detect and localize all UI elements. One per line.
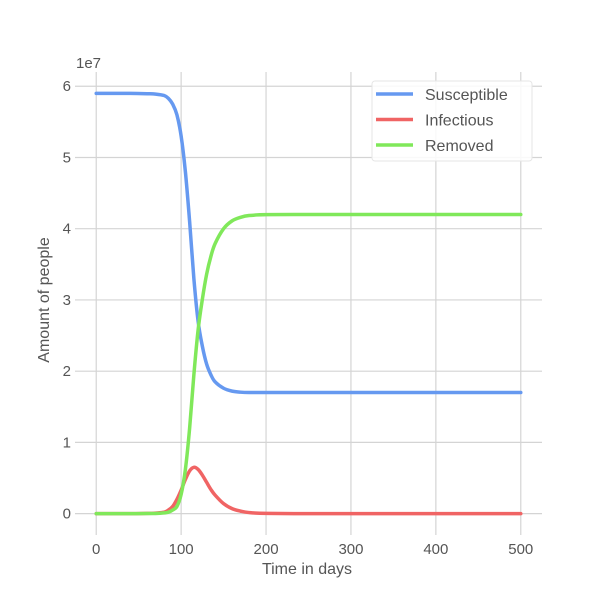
series-line-infectious — [94, 465, 523, 516]
x-tick-label: 400 — [423, 541, 448, 558]
y-tick-label: 1 — [63, 434, 71, 451]
x-tick-label: 200 — [254, 541, 279, 558]
y-axis-label: Amount of people — [36, 237, 53, 363]
x-tick-label: 100 — [169, 541, 194, 558]
series-line-removed — [94, 212, 523, 516]
legend-label: Infectious — [425, 113, 493, 130]
tick-labels: 0 100 200 300 400 500 0 1 2 3 4 5 6 — [63, 78, 534, 558]
series-lines — [94, 91, 523, 516]
legend: Susceptible Infectious Removed — [371, 80, 533, 162]
legend-label: Removed — [425, 138, 493, 155]
x-tick-label: 300 — [338, 541, 363, 558]
legend-label: Susceptible — [425, 87, 508, 104]
y-tick-label: 4 — [63, 221, 71, 238]
y-tick-label: 3 — [63, 292, 71, 309]
y-tick-label: 0 — [63, 506, 71, 523]
y-tick-label: 2 — [63, 363, 71, 380]
x-tick-label: 0 — [92, 541, 100, 558]
y-tick-label: 6 — [63, 78, 71, 95]
y-tick-label: 5 — [63, 149, 71, 166]
x-tick-label: 500 — [508, 541, 533, 558]
legend-box — [371, 80, 533, 162]
x-axis-label: Time in days — [262, 561, 352, 578]
y-scale-label: 1e7 — [76, 55, 101, 72]
